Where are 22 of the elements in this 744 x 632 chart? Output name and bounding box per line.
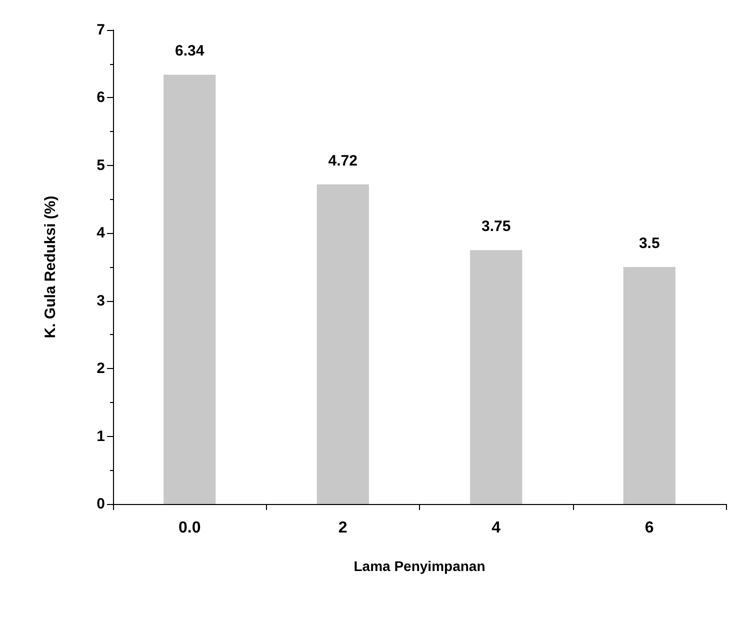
y-tick-label: 5 [96,156,105,174]
y-tick-label: 1 [96,428,105,445]
x-axis-title: Lama Penyimpanan [354,558,486,574]
data-label: 3.5 [638,235,660,252]
y-tick-label: 4 [96,224,106,242]
bar [623,267,676,504]
x-tick-label: 6 [644,520,654,536]
x-tick-label: 0.0 [178,520,201,536]
y-axis-title: K. Gula Reduksi (%) [42,196,59,338]
y-tick-label: 3 [96,292,105,310]
data-label: 4.72 [328,152,358,170]
data-label: 6.34 [175,42,205,60]
y-tick-label: 2 [96,360,105,378]
y-tick-label: 7 [96,22,105,38]
x-tick-label: 2 [338,520,348,536]
data-label: 3.75 [482,218,511,236]
bar [316,184,369,504]
bar [470,250,522,504]
x-tick-label: 4 [492,520,501,536]
y-tick-label: 6 [96,89,105,106]
y-tick-label: 0 [96,496,105,512]
bar [164,74,216,504]
